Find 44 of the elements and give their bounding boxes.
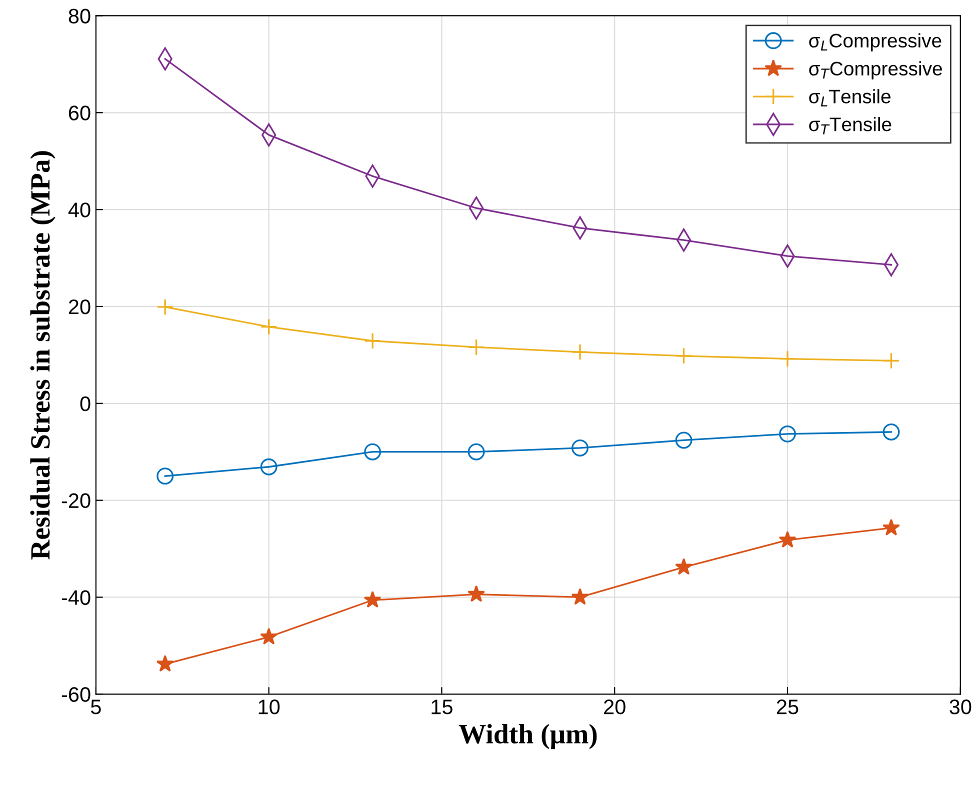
point [779,350,796,368]
y-tick-label: 60 [68,106,90,120]
point [260,318,278,336]
y-tick-label: 0 [80,396,90,412]
legend-label: σ$_{T}$Tensile [809,116,892,134]
point [882,518,900,536]
y-tick-label: -60 [62,687,90,702]
x-tick-label: 20 [604,700,626,714]
x-tick-label: 5 [90,700,101,714]
y-tick-label: 20 [68,299,90,314]
point [882,352,900,370]
point [778,530,796,548]
point [882,424,900,440]
point [364,590,382,608]
point [468,338,485,356]
legend-label: σ$_{T}$Compressive [809,61,942,80]
x-axis-title: Width (μm) [458,724,597,750]
x-tick-label: 15 [432,700,452,714]
y-tick-label: 80 [68,8,90,24]
legend-label: σ$_{L}$Tensile [809,89,890,106]
y-tick-label: 40 [68,202,90,218]
point [572,440,589,456]
point [260,458,278,476]
point [156,468,174,485]
x-tick-label: 30 [950,700,972,714]
x-tick-label: 25 [776,700,798,714]
x-tick-label: 10 [258,700,280,714]
point [156,298,174,316]
point [675,432,692,449]
point [571,588,589,605]
point [779,425,796,442]
point [468,443,485,460]
point [675,558,693,575]
point [156,654,174,672]
legend-label: σ$_{L}$Compressive [809,33,942,52]
point [260,628,278,645]
point [572,344,589,361]
point [468,585,486,602]
point [364,443,382,460]
point [364,332,382,350]
point [675,347,692,364]
y-axis-title: Residual Stress in substrate (MPa) [30,151,56,560]
y-tick-label: -20 [62,493,90,508]
y-tick-label: -40 [62,590,90,605]
